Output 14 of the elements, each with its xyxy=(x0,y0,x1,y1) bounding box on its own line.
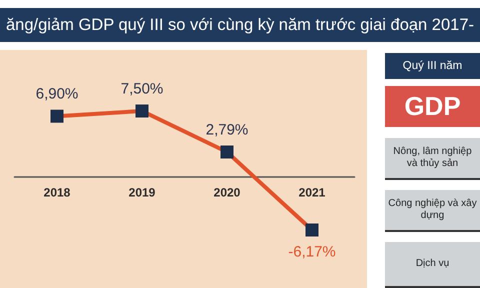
x-tick-label: 2020 xyxy=(214,185,241,200)
text: Dịch vụ xyxy=(385,242,480,288)
x-tick-label: 2021 xyxy=(298,185,326,200)
text: Nông, lâm nghiệp và thủy sản xyxy=(385,138,480,180)
x-tick-label: 2018 xyxy=(44,185,71,200)
text: Công nghiệp và xây dựng xyxy=(385,190,480,232)
chart-title: ăng/giảm GDP quý III so với cùng kỳ năm trước giai đoạn 2017- xyxy=(0,8,480,42)
x-tick-label: 2019 xyxy=(128,185,156,200)
data-label: 2,79% xyxy=(206,122,248,138)
text: GDP xyxy=(385,86,480,127)
data-label: 6,90% xyxy=(36,86,78,103)
text: Quý III năm xyxy=(385,53,480,79)
data-label: -6,17% xyxy=(288,244,336,260)
data-label: 7,50% xyxy=(120,80,164,98)
